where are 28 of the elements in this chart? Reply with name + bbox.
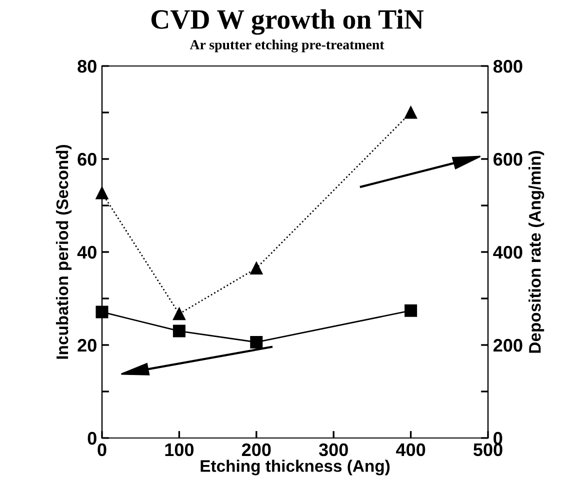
y2-axis-title: Deposition rate (Ang/min) (528, 150, 544, 353)
x-tick-label: 100 (165, 443, 194, 456)
point (172, 324, 186, 338)
point (172, 308, 186, 320)
x-tick-label: 500 (473, 443, 502, 456)
y-tick-label: 80 (78, 60, 96, 73)
point (250, 336, 263, 348)
y2-tick-label: 800 (493, 60, 522, 73)
y-axis-title: Incubation period (Second) (56, 144, 72, 359)
y2-tick-label: 600 (494, 152, 522, 166)
y-tick-label: 20 (78, 338, 96, 352)
point (404, 304, 418, 317)
chart-title: CVD W growth on TiN (151, 9, 424, 35)
y-tick-label: 0 (88, 432, 96, 445)
y-tick-label: 40 (77, 246, 96, 259)
point (96, 186, 108, 200)
point (250, 262, 263, 275)
y2-tick-label: 200 (493, 338, 522, 352)
y-tick-label: 60 (78, 152, 96, 166)
x-tick-label: 300 (318, 443, 348, 456)
x-tick-label: 200 (242, 443, 271, 456)
x-tick-label: 0 (98, 443, 106, 456)
x-axis-title: Etching thickness (Ang) (200, 460, 390, 476)
point (404, 106, 418, 119)
y2-tick-label: 400 (493, 246, 522, 259)
point (96, 306, 108, 318)
chart-subtitle: Ar sputter etching pre-treatment (190, 40, 384, 52)
x-tick-label: 400 (396, 443, 426, 456)
